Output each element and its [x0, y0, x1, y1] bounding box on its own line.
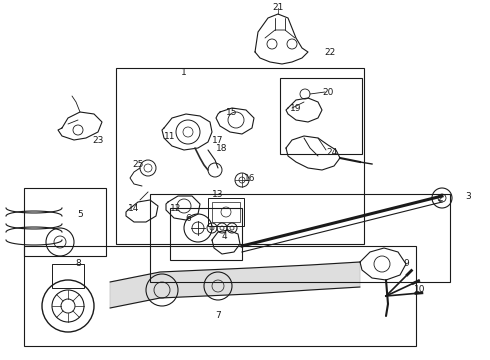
Polygon shape — [110, 262, 360, 308]
Text: 17: 17 — [212, 135, 224, 144]
Text: 18: 18 — [216, 144, 228, 153]
Bar — [150, 194, 450, 282]
Text: 11: 11 — [164, 131, 176, 140]
Text: 25: 25 — [132, 159, 144, 168]
Text: 7: 7 — [215, 311, 221, 320]
Text: 21: 21 — [272, 3, 284, 12]
Text: 4: 4 — [221, 231, 227, 240]
Text: 22: 22 — [324, 48, 336, 57]
Bar — [170, 208, 242, 260]
Bar — [116, 68, 364, 244]
Text: 19: 19 — [290, 104, 302, 113]
Text: 9: 9 — [403, 260, 409, 269]
Text: 15: 15 — [226, 108, 238, 117]
Text: 24: 24 — [326, 148, 338, 157]
Text: 10: 10 — [414, 285, 426, 294]
Text: 23: 23 — [92, 135, 104, 144]
Bar — [212, 202, 240, 222]
Text: 8: 8 — [75, 260, 81, 269]
Text: 13: 13 — [212, 189, 224, 198]
Text: 14: 14 — [128, 203, 140, 212]
Bar — [280, 78, 362, 154]
Text: 1: 1 — [181, 68, 187, 77]
Bar — [24, 246, 416, 346]
Text: 16: 16 — [244, 174, 256, 183]
Text: 12: 12 — [171, 203, 182, 212]
Text: 6: 6 — [185, 213, 191, 222]
Bar — [208, 198, 244, 226]
Text: 20: 20 — [322, 87, 334, 96]
Text: 5: 5 — [77, 210, 83, 219]
Bar — [52, 264, 84, 288]
Text: 3: 3 — [465, 192, 471, 201]
Text: 2: 2 — [437, 194, 443, 202]
Bar — [24, 188, 106, 256]
